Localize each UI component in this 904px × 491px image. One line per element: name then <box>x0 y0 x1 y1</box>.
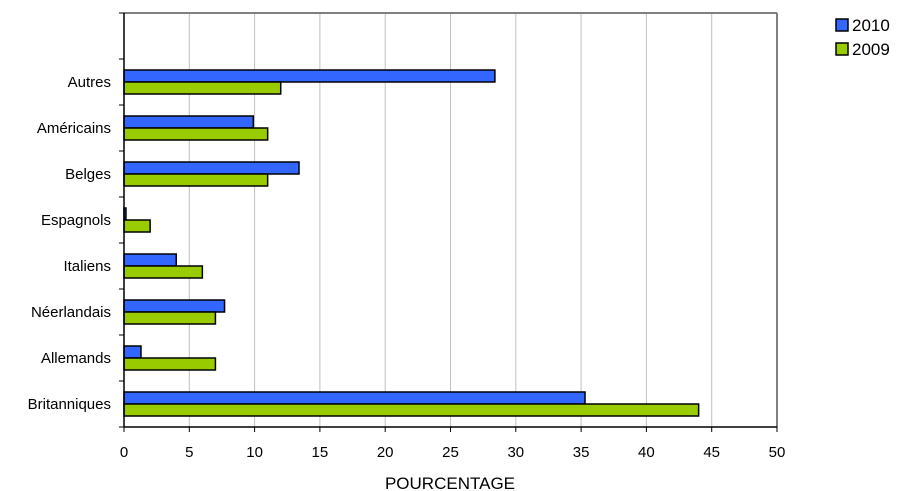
bar-2009-2 <box>123 311 217 325</box>
x-tick-label: 25 <box>442 444 459 461</box>
bars <box>123 69 700 417</box>
x-tick-label: 0 <box>120 444 128 461</box>
category-labels: Britanniques Allemands Néerlandais Italiens… <box>28 74 111 413</box>
category-label: Espagnols <box>41 212 111 229</box>
category-label: Autres <box>68 74 111 91</box>
x-tick-label: 15 <box>312 444 329 461</box>
legend-label-2009: 2009 <box>852 40 890 59</box>
bar-2009-4 <box>123 219 151 233</box>
bar-2010-5 <box>123 161 300 175</box>
bar-2010-3 <box>123 253 177 267</box>
x-axis-title: POURCENTAGE <box>385 474 515 491</box>
x-tick-label: 30 <box>507 444 524 461</box>
x-tick-label: 50 <box>769 444 786 461</box>
legend-swatch-2010 <box>835 18 849 32</box>
category-label: Belges <box>65 166 111 183</box>
category-label: Allemands <box>41 350 111 367</box>
bar-2010-2 <box>123 299 226 313</box>
bar-2009-7 <box>123 81 282 95</box>
x-tick-label: 35 <box>573 444 590 461</box>
bar-2010-6 <box>123 115 255 129</box>
bar-2009-0 <box>123 403 700 417</box>
bar-2010-0 <box>123 391 586 405</box>
bar-2010-1 <box>123 345 142 359</box>
legend-label-2010: 2010 <box>852 16 890 35</box>
x-tick-labels: 0 5 10 15 20 25 30 35 40 45 50 <box>120 444 786 461</box>
category-label: Italiens <box>63 258 111 275</box>
x-tick-label: 45 <box>703 444 720 461</box>
x-tick-label: 40 <box>638 444 655 461</box>
x-tick-label: 5 <box>185 444 193 461</box>
category-label: Américains <box>37 120 111 137</box>
x-tick-label: 10 <box>246 444 263 461</box>
category-label: Néerlandais <box>31 304 111 321</box>
bar-2009-5 <box>123 173 269 187</box>
bar-2009-1 <box>123 357 217 371</box>
axes <box>119 12 778 432</box>
bar-2010-7 <box>123 69 496 83</box>
legend-swatch-2009 <box>835 42 849 56</box>
legend: 2010 2009 <box>835 16 890 59</box>
x-tick-label: 20 <box>377 444 394 461</box>
bar-2009-3 <box>123 265 204 279</box>
bar-2009-6 <box>123 127 269 141</box>
category-label: Britanniques <box>28 396 111 413</box>
